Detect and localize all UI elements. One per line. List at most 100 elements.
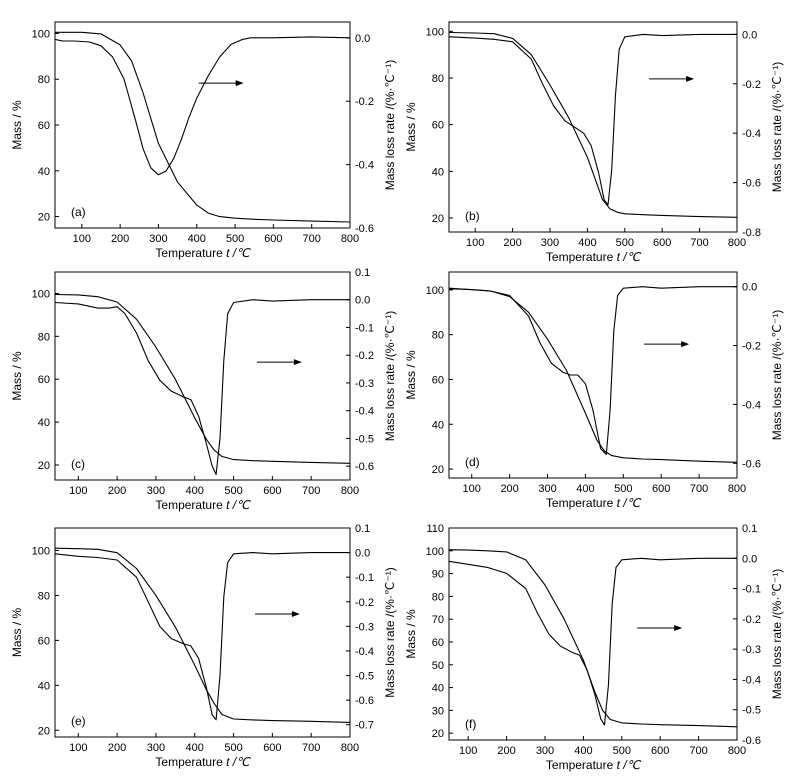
plot-frame <box>448 271 738 479</box>
y-left-tick-label: 40 <box>38 680 50 692</box>
y-left-tick-label: 30 <box>432 705 444 717</box>
x-tick-label: 800 <box>728 483 746 495</box>
chart-panel-5: 100 200 300 400 500 600 700 800 20 40 60 80 100 0.1 0.… <box>10 523 397 769</box>
y-left-tick-label: 100 <box>426 26 444 38</box>
mass-loss-rate-curve <box>448 33 737 206</box>
y-right-tick-label: -0.6 <box>355 695 374 707</box>
arrow-head <box>686 75 695 82</box>
y-right-tick-label: -0.8 <box>742 227 761 239</box>
x-axis-title: Temperature t /℃ <box>155 498 251 512</box>
panel-label: (f) <box>465 717 476 731</box>
x-tick-label: 800 <box>728 237 746 249</box>
x-tick-label: 600 <box>652 483 670 495</box>
y-right-tick-label: 0.1 <box>355 523 370 535</box>
plot-frame <box>448 527 738 741</box>
x-tick-label: 700 <box>302 742 320 754</box>
y-left-tick-label: 60 <box>38 374 50 386</box>
plot-frame <box>54 271 351 481</box>
x-tick-label: 100 <box>459 745 477 757</box>
y-right-axis-title: Mass loss rate /(%·℃⁻¹) <box>770 569 784 700</box>
x-tick-label: 800 <box>728 745 746 757</box>
y-left-tick-label: 80 <box>432 73 444 85</box>
x-tick-label: 400 <box>578 237 596 249</box>
x-tick-label: 300 <box>149 233 167 245</box>
y-right-tick-label: 0.0 <box>355 548 370 560</box>
x-tick-label: 400 <box>186 742 204 754</box>
x-axis-title: Temperature t /℃ <box>546 250 642 264</box>
y-right-tick-label: 0.0 <box>742 553 757 565</box>
panel-label: (d) <box>465 455 480 469</box>
y-left-tick-label: 20 <box>432 728 444 740</box>
y-left-tick-label: 100 <box>32 288 50 300</box>
x-tick-label: 200 <box>108 485 126 497</box>
y-left-tick-label: 20 <box>432 464 444 476</box>
arrow-head <box>674 624 683 631</box>
y-left-axis-title: Mass / % <box>10 351 24 401</box>
y-right-tick-label: 0.0 <box>355 33 370 45</box>
x-tick-label: 700 <box>690 237 708 249</box>
y-right-tick-label: -0.4 <box>742 674 761 686</box>
y-right-tick-label: -0.4 <box>355 406 374 418</box>
y-left-tick-label: 110 <box>426 523 444 535</box>
y-left-axis-title: Mass / % <box>10 608 24 658</box>
x-tick-label: 400 <box>188 233 206 245</box>
plot-frame <box>54 527 351 738</box>
x-tick-label: 300 <box>538 483 556 495</box>
mass-loss-rate-curve <box>448 557 737 726</box>
chart-panel-4: 100 200 300 400 500 600 700 800 20 40 60 80 100 0.0 -0… <box>404 271 784 510</box>
y-right-tick-label: -0.2 <box>742 79 761 91</box>
x-tick-label: 200 <box>111 233 129 245</box>
x-tick-label: 300 <box>147 485 165 497</box>
y-left-tick-label: 20 <box>38 460 50 472</box>
panel-label: (a) <box>71 205 86 219</box>
x-axis-title: Temperature t /℃ <box>546 496 642 510</box>
y-right-tick-label: 0.1 <box>355 267 370 279</box>
x-tick-label: 400 <box>576 483 594 495</box>
y-left-tick-label: 40 <box>432 419 444 431</box>
y-right-tick-label: -0.6 <box>355 223 374 235</box>
mass-curve <box>448 549 738 728</box>
y-left-axis-title: Mass / % <box>10 100 24 150</box>
y-left-tick-label: 60 <box>38 120 50 132</box>
x-tick-label: 100 <box>466 237 484 249</box>
x-tick-label: 700 <box>303 233 321 245</box>
y-right-tick-label: -0.4 <box>355 646 374 658</box>
y-left-tick-label: 60 <box>432 637 444 649</box>
y-right-tick-label: -0.4 <box>355 160 374 172</box>
y-left-tick-label: 80 <box>38 590 50 602</box>
x-tick-label: 300 <box>541 237 559 249</box>
x-tick-label: 600 <box>264 233 282 245</box>
x-tick-label: 600 <box>651 745 669 757</box>
y-right-tick-label: -0.2 <box>742 614 761 626</box>
y-right-axis-title: Mass loss rate /(%·℃⁻¹) <box>383 311 397 442</box>
x-tick-label: 100 <box>73 233 91 245</box>
x-tick-label: 100 <box>69 742 87 754</box>
y-left-tick-label: 70 <box>432 614 444 626</box>
y-left-tick-label: 100 <box>426 285 444 297</box>
mass-loss-rate-curve <box>54 552 350 721</box>
y-right-tick-label: 0.0 <box>742 29 757 41</box>
x-tick-label: 500 <box>224 485 242 497</box>
x-tick-label: 500 <box>614 483 632 495</box>
y-right-tick-label: -0.2 <box>742 341 761 353</box>
y-left-axis-title: Mass / % <box>404 102 418 152</box>
panel-label: (c) <box>71 457 85 471</box>
arrow-head <box>293 359 302 366</box>
y-right-tick-label: -0.2 <box>355 350 374 362</box>
x-tick-label: 300 <box>147 742 165 754</box>
x-axis-title: Temperature t /℃ <box>155 246 251 260</box>
x-tick-label: 400 <box>186 485 204 497</box>
panel-label: (e) <box>71 714 86 728</box>
x-tick-label: 800 <box>341 485 359 497</box>
y-left-tick-label: 20 <box>38 212 50 224</box>
arrow-head <box>291 611 300 618</box>
x-axis-title: Temperature t /℃ <box>155 755 251 769</box>
y-left-tick-label: 20 <box>432 213 444 225</box>
y-right-axis-title: Mass loss rate /(%·℃⁻¹) <box>383 60 397 191</box>
x-tick-label: 800 <box>341 233 359 245</box>
y-right-axis-title: Mass loss rate /(%·℃⁻¹) <box>770 62 784 193</box>
y-right-tick-label: -0.5 <box>355 671 374 683</box>
y-right-tick-label: -0.3 <box>355 621 374 633</box>
x-tick-label: 500 <box>616 237 634 249</box>
chart-panel-1: 100 200 300 400 500 600 700 800 20 40 60 80 100 0.0 -0… <box>10 21 397 260</box>
